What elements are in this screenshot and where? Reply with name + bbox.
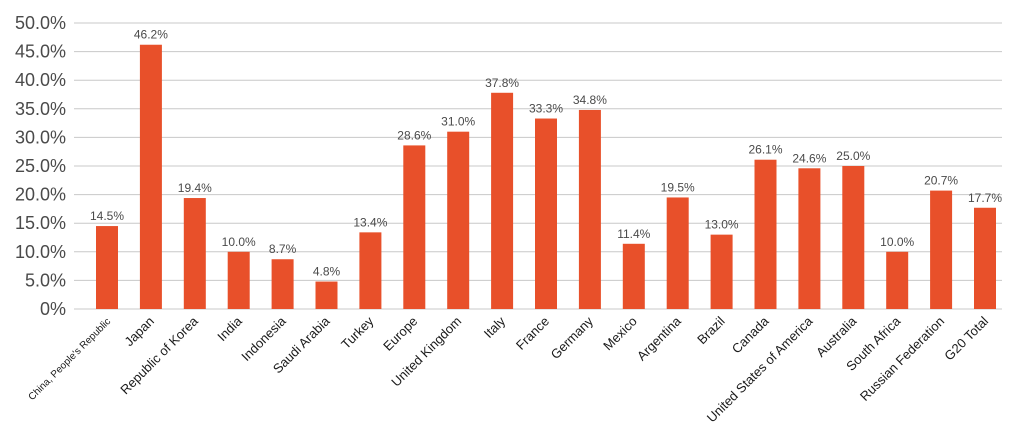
bar bbox=[535, 118, 557, 309]
value-label: 11.4% bbox=[617, 227, 650, 241]
y-tick-label: 30.0% bbox=[15, 127, 66, 147]
bar bbox=[403, 145, 426, 309]
y-tick-label: 10.0% bbox=[15, 242, 66, 262]
value-label: 31.0% bbox=[441, 115, 475, 129]
bar bbox=[754, 159, 777, 309]
value-label: 46.2% bbox=[134, 28, 168, 42]
y-tick-label: 35.0% bbox=[15, 99, 66, 119]
value-label: 34.8% bbox=[573, 93, 607, 107]
category-label: Japan bbox=[121, 314, 157, 350]
bar bbox=[886, 251, 909, 309]
bar bbox=[227, 251, 250, 309]
y-tick-label: 50.0% bbox=[15, 13, 66, 33]
value-label: 10.0% bbox=[880, 235, 914, 249]
category-label: Republic of Korea bbox=[117, 313, 201, 397]
category-label: G20 Total bbox=[941, 313, 991, 363]
value-label: 10.0% bbox=[222, 235, 256, 249]
value-label: 4.8% bbox=[313, 265, 341, 279]
category-label: China, People's Republic bbox=[27, 316, 114, 403]
bar bbox=[96, 226, 118, 309]
value-label: 17.7% bbox=[968, 191, 1002, 205]
y-tick-label: 5.0% bbox=[25, 270, 66, 290]
value-label: 14.5% bbox=[90, 209, 124, 223]
bar bbox=[798, 168, 821, 309]
category-label: Germany bbox=[548, 313, 597, 362]
bar bbox=[315, 281, 338, 309]
y-tick-label: 20.0% bbox=[15, 185, 66, 205]
category-label: Brazil bbox=[694, 313, 728, 347]
bar bbox=[271, 259, 294, 309]
value-label: 20.7% bbox=[924, 174, 958, 188]
category-label: Turkey bbox=[338, 313, 377, 352]
y-tick-label: 0% bbox=[40, 299, 66, 319]
bar bbox=[139, 44, 162, 310]
category-label: India bbox=[214, 313, 245, 344]
value-label: 8.7% bbox=[269, 242, 297, 256]
value-label: 13.0% bbox=[705, 218, 739, 232]
bar bbox=[974, 207, 996, 309]
y-tick-label: 15.0% bbox=[15, 213, 66, 233]
value-label: 24.6% bbox=[792, 151, 826, 165]
value-label: 33.3% bbox=[529, 102, 563, 116]
bar bbox=[710, 234, 733, 309]
category-label: Italy bbox=[481, 313, 509, 341]
y-tick-label: 40.0% bbox=[15, 70, 66, 90]
category-label: France bbox=[513, 314, 552, 353]
category-label: Mexico bbox=[600, 314, 640, 354]
value-label: 13.4% bbox=[353, 215, 387, 229]
category-label: Argentina bbox=[634, 313, 685, 364]
value-label: 37.8% bbox=[485, 76, 519, 90]
bars bbox=[96, 44, 996, 310]
bar bbox=[359, 232, 382, 309]
bar bbox=[491, 92, 514, 309]
bar bbox=[183, 198, 206, 309]
bar bbox=[622, 243, 645, 309]
bar bbox=[930, 190, 953, 309]
bar bbox=[578, 109, 601, 309]
y-axis-ticks: 0% 5.0% 10.0% 15.0% 20.0% 25.0% 30.0% 35.0% 40.0… bbox=[15, 13, 66, 319]
bar bbox=[666, 197, 689, 309]
value-label: 26.1% bbox=[748, 143, 782, 157]
y-tick-label: 25.0% bbox=[15, 156, 66, 176]
category-label: Russian Federation bbox=[857, 314, 947, 404]
value-label: 19.4% bbox=[178, 181, 212, 195]
value-label: 25.0% bbox=[836, 149, 870, 163]
value-labels: 14.5% 46.2% 19.4% 10.0% 8.7% 4.8% 13.4% 28.6% 31… bbox=[90, 28, 1002, 279]
category-label: Europe bbox=[380, 314, 420, 354]
category-label: Canada bbox=[729, 313, 772, 356]
value-label: 19.5% bbox=[661, 180, 695, 194]
bar bbox=[842, 166, 865, 309]
y-tick-label: 45.0% bbox=[15, 42, 66, 62]
value-label: 28.6% bbox=[397, 128, 431, 142]
bar bbox=[447, 131, 470, 309]
